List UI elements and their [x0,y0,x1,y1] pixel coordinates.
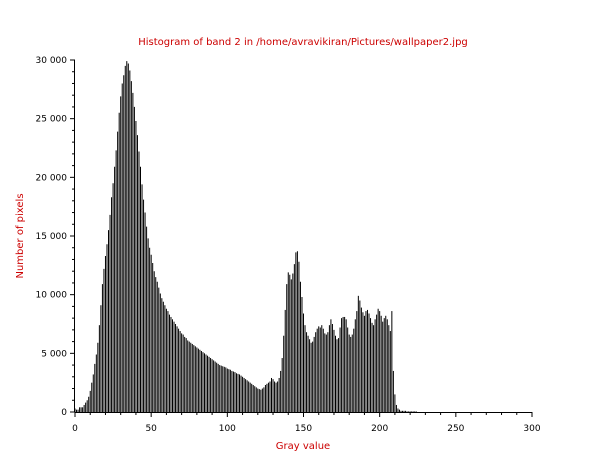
x-axis-label: Gray value [276,441,330,452]
y-tick-label: 15 000 [36,232,68,242]
x-tick-label: 300 [523,424,540,434]
y-tick-label: 25 000 [36,115,68,125]
y-axis-label: Number of pixels [15,193,26,278]
axes: 0 50 100 150 200 250 300 0 5 000 10 000 15 000 20 0… [36,56,541,434]
x-tick-label: 0 [72,424,78,434]
x-tick-label: 50 [145,424,157,434]
y-tick-label: 20 000 [36,173,68,183]
x-tick-label: 100 [219,424,236,434]
chart-title: Histogram of band 2 in /home/avravikiran… [138,37,468,48]
x-tick-label: 150 [295,424,312,434]
y-tick-label: 0 [61,408,67,418]
y-tick-label: 30 000 [36,56,68,66]
x-tick-label: 250 [447,424,464,434]
histogram-bars [74,61,417,412]
y-tick-label: 10 000 [36,291,68,301]
x-tick-label: 200 [371,424,388,434]
y-tick-label: 5 000 [41,349,67,359]
